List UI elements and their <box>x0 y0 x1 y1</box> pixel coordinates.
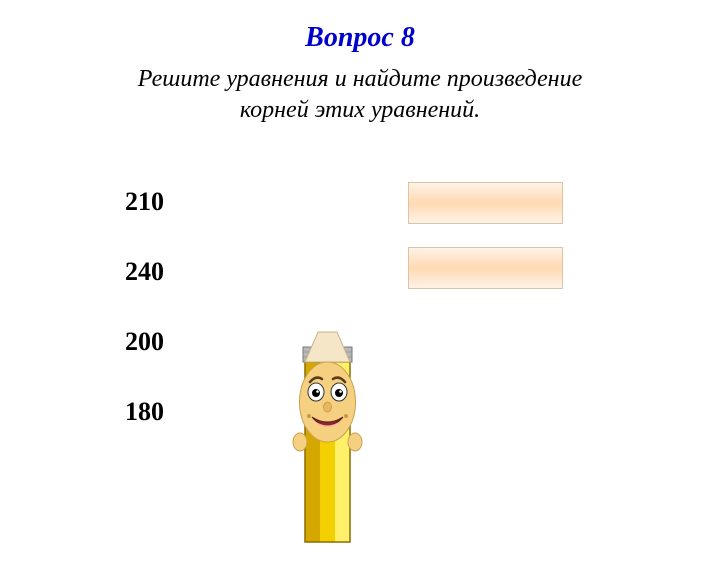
subtitle-line1: Решите уравнения и найдите произведение <box>138 66 582 92</box>
answers-list: 210 240 200 180 <box>125 187 164 467</box>
answer-box-1 <box>408 182 563 224</box>
answer-option: 180 <box>125 397 164 427</box>
page-title: Вопрос 8 <box>0 22 720 54</box>
answer-option: 240 <box>125 257 164 287</box>
subtitle: Решите уравнения и найдите произведение … <box>0 64 720 126</box>
answer-option: 210 <box>125 187 164 217</box>
pencil-illustration <box>280 287 375 547</box>
answer-box-2 <box>408 247 563 289</box>
answer-option: 200 <box>125 327 164 357</box>
subtitle-line2: корней этих уравнений. <box>240 97 480 123</box>
